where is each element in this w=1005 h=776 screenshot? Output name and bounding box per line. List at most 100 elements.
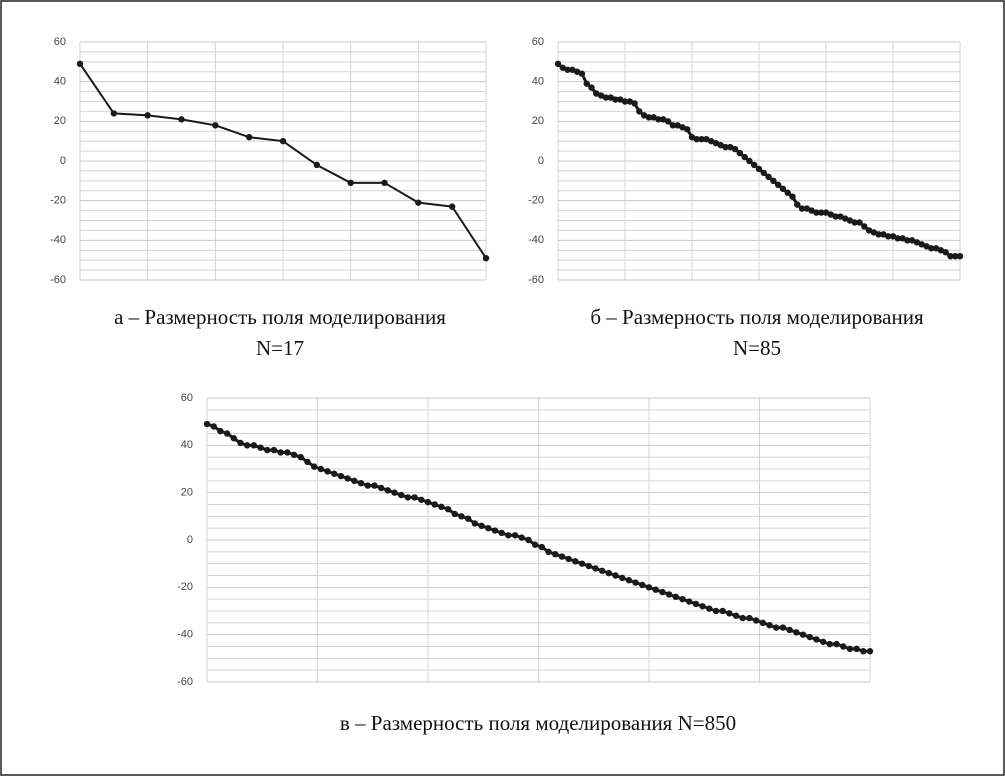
- data-point: [564, 66, 571, 73]
- data-point: [739, 614, 746, 622]
- data-point: [337, 472, 345, 480]
- data-point: [652, 586, 659, 593]
- data-point: [612, 572, 619, 579]
- data-point: [880, 231, 887, 238]
- data-point: [870, 229, 878, 236]
- data-point: [833, 640, 840, 648]
- data-point: [444, 506, 452, 513]
- data-point: [760, 169, 767, 177]
- data-point: [937, 247, 945, 254]
- data-point: [304, 458, 311, 466]
- data-point: [846, 645, 854, 653]
- data-point: [786, 626, 793, 634]
- data-point: [803, 205, 811, 212]
- data-point: [853, 645, 860, 653]
- data-point: [411, 494, 418, 501]
- data-point: [779, 185, 787, 192]
- data-point: [538, 543, 546, 551]
- y-tick-label: 20: [532, 115, 544, 127]
- data-point: [679, 595, 686, 603]
- data-point: [885, 233, 892, 240]
- data-point: [324, 468, 331, 475]
- data-point: [913, 239, 921, 246]
- data-point: [688, 134, 696, 141]
- data-point: [243, 442, 251, 449]
- data-point: [478, 522, 485, 529]
- data-point: [784, 189, 791, 196]
- data-point: [331, 470, 338, 477]
- data-point: [693, 135, 700, 143]
- data-point: [448, 203, 456, 210]
- data-point: [746, 157, 753, 165]
- data-point: [178, 116, 185, 123]
- data-point: [607, 94, 614, 101]
- data-point: [808, 207, 815, 214]
- data-point: [518, 534, 525, 541]
- data-point: [928, 245, 935, 252]
- data-point: [822, 209, 830, 216]
- data-point: [770, 177, 777, 185]
- data-point: [779, 624, 787, 631]
- data-point: [636, 108, 643, 115]
- data-point: [458, 513, 465, 520]
- data-point: [621, 98, 629, 105]
- data-point: [798, 205, 806, 212]
- data-point: [655, 116, 662, 123]
- data-point: [947, 253, 954, 260]
- data-point: [669, 122, 677, 129]
- data-point: [554, 60, 562, 68]
- y-tick-label: 20: [54, 115, 66, 127]
- data-point: [612, 96, 619, 103]
- data-point: [813, 636, 820, 643]
- data-point: [257, 444, 264, 451]
- data-point: [674, 122, 681, 129]
- y-tick-label: 0: [187, 534, 193, 546]
- data-point: [398, 491, 405, 499]
- data-point: [866, 648, 874, 655]
- data-point: [685, 598, 693, 605]
- data-point: [774, 181, 782, 188]
- y-tick-label: 20: [181, 487, 193, 499]
- data-point: [144, 112, 151, 119]
- data-point: [706, 605, 713, 612]
- data-point: [699, 603, 706, 610]
- data-point: [377, 484, 385, 492]
- data-point: [645, 584, 653, 591]
- y-tick-label: -20: [177, 581, 193, 593]
- data-point: [904, 237, 911, 244]
- data-point: [732, 612, 740, 619]
- data-point: [277, 449, 284, 456]
- data-point: [755, 165, 763, 173]
- data-point: [424, 498, 432, 506]
- data-point: [813, 209, 820, 216]
- data-point: [639, 581, 646, 589]
- data-point: [731, 145, 739, 153]
- data-point: [371, 482, 378, 489]
- data-point: [952, 253, 959, 260]
- y-tick-label: -20: [528, 195, 544, 207]
- data-point: [578, 70, 586, 77]
- data-point: [860, 648, 867, 655]
- data-point: [310, 463, 318, 470]
- y-tick-label: 60: [54, 36, 66, 48]
- data-point: [640, 112, 648, 119]
- data-point: [736, 149, 744, 157]
- data-point: [76, 60, 84, 68]
- data-point: [679, 124, 686, 131]
- data-point: [110, 110, 118, 117]
- data-point: [832, 213, 839, 220]
- data-point: [558, 553, 566, 560]
- data-point: [250, 442, 258, 449]
- data-point: [707, 137, 715, 145]
- data-point: [357, 480, 365, 487]
- data-point: [722, 143, 729, 151]
- data-point: [237, 439, 244, 447]
- data-point: [632, 579, 639, 586]
- data-point: [438, 503, 445, 511]
- data-point: [585, 562, 592, 570]
- data-point: [464, 515, 472, 522]
- caption: N=85: [733, 336, 781, 360]
- data-point: [751, 161, 758, 169]
- data-point: [511, 532, 519, 539]
